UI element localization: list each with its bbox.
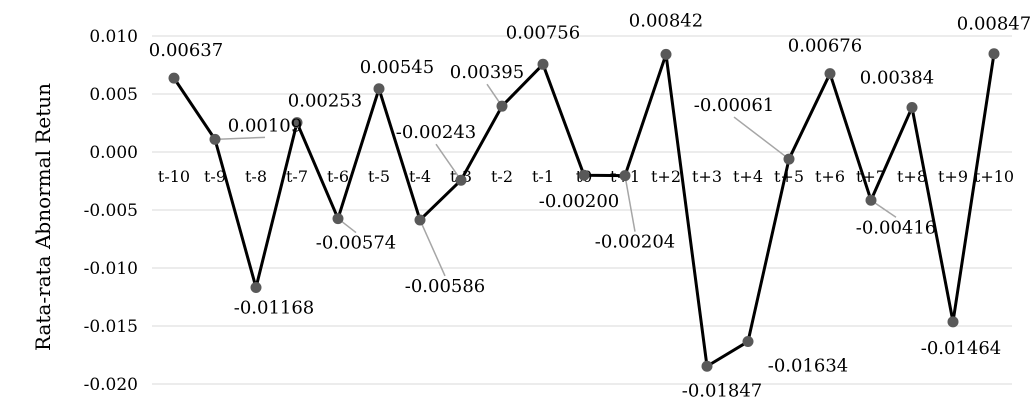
data-point — [824, 68, 836, 80]
data-label: -0.00574 — [316, 233, 397, 254]
data-label: -0.00200 — [539, 191, 620, 212]
x-category-label: t-4 — [409, 167, 431, 186]
data-point — [578, 169, 590, 181]
data-point — [660, 48, 672, 60]
x-category-label: t-7 — [286, 167, 308, 186]
y-axis-title: Rata-rata Abnormal Retun — [31, 83, 55, 351]
x-category-label: t+9 — [938, 167, 968, 186]
data-point — [414, 214, 426, 226]
data-point — [537, 58, 549, 70]
data-label: 0.00847 — [957, 14, 1030, 35]
y-axis-ticks: 0.010 0.005 0.000 -0.005 -0.010 -0.015 -0.020 — [84, 27, 138, 395]
y-tick-label: -0.015 — [84, 317, 138, 337]
x-category-label: t-2 — [491, 167, 513, 186]
data-label-leader — [733, 116, 790, 160]
data-label-leader — [214, 136, 266, 141]
data-labels: 0.00637 0.00109 -0.01168 0.00253 -0.00574 0.0… — [149, 10, 1030, 401]
data-label-leader — [624, 175, 636, 232]
data-point — [209, 133, 221, 145]
y-tick-label: 0.000 — [89, 143, 138, 163]
data-label: -0.00586 — [405, 276, 486, 297]
data-label: -0.01634 — [768, 356, 849, 377]
data-point — [373, 83, 385, 95]
data-point — [291, 117, 303, 129]
data-point — [455, 174, 467, 186]
gridlines — [152, 35, 1012, 385]
data-point — [496, 100, 508, 112]
x-category-label: t+10 — [974, 167, 1014, 186]
data-label: -0.00243 — [396, 122, 477, 143]
x-category-label: t+8 — [897, 167, 927, 186]
data-point — [988, 48, 1000, 60]
data-label: -0.00416 — [856, 217, 937, 238]
data-label: -0.00204 — [595, 232, 676, 253]
data-points — [168, 48, 1000, 372]
y-tick-label: -0.005 — [84, 201, 138, 221]
data-label: 0.00384 — [860, 67, 934, 88]
x-category-label: t-9 — [204, 167, 226, 186]
data-point — [865, 194, 877, 206]
data-label: 0.00676 — [788, 36, 862, 57]
leader-lines — [214, 83, 897, 277]
data-point — [168, 72, 180, 84]
x-category-label: t+4 — [733, 167, 763, 186]
data-label: -0.00061 — [694, 95, 775, 116]
x-category-label: t-8 — [245, 167, 267, 186]
data-point — [947, 316, 959, 328]
data-label: -0.01847 — [682, 380, 763, 401]
x-category-label: t-6 — [327, 167, 349, 186]
y-tick-label: -0.020 — [84, 375, 138, 395]
data-point — [783, 153, 795, 165]
data-point — [250, 281, 262, 293]
data-label: -0.01168 — [234, 297, 315, 318]
x-category-label: t-5 — [368, 167, 390, 186]
x-category-label: t-1 — [532, 167, 554, 186]
data-label: 0.00756 — [506, 22, 580, 43]
x-category-label: t+5 — [774, 167, 804, 186]
x-axis-categories: t-10t-9t-8t-7t-6t-5t-4t-3t-2t-1t0t+1t+2t… — [158, 167, 1014, 186]
data-label: 0.00109 — [228, 115, 302, 136]
data-point — [742, 336, 754, 348]
data-label: -0.01464 — [921, 338, 1002, 359]
data-label-leader — [435, 143, 462, 181]
data-label-leader — [419, 219, 446, 277]
data-point — [906, 101, 918, 113]
x-category-label: t-10 — [158, 167, 190, 186]
x-category-label: t+2 — [651, 167, 681, 186]
data-point — [619, 170, 631, 182]
data-label: 0.00842 — [629, 10, 703, 31]
data-point — [332, 213, 344, 225]
x-category-label: t+3 — [692, 167, 722, 186]
data-label: 0.00637 — [149, 40, 223, 61]
y-tick-label: -0.010 — [84, 259, 138, 279]
data-label: 0.00395 — [450, 62, 524, 83]
x-category-label: t+6 — [815, 167, 845, 186]
y-tick-label: 0.010 — [89, 27, 138, 47]
data-point — [701, 360, 713, 372]
y-tick-label: 0.005 — [89, 85, 138, 105]
data-label: 0.00253 — [288, 91, 362, 112]
data-label: 0.00545 — [360, 57, 434, 78]
